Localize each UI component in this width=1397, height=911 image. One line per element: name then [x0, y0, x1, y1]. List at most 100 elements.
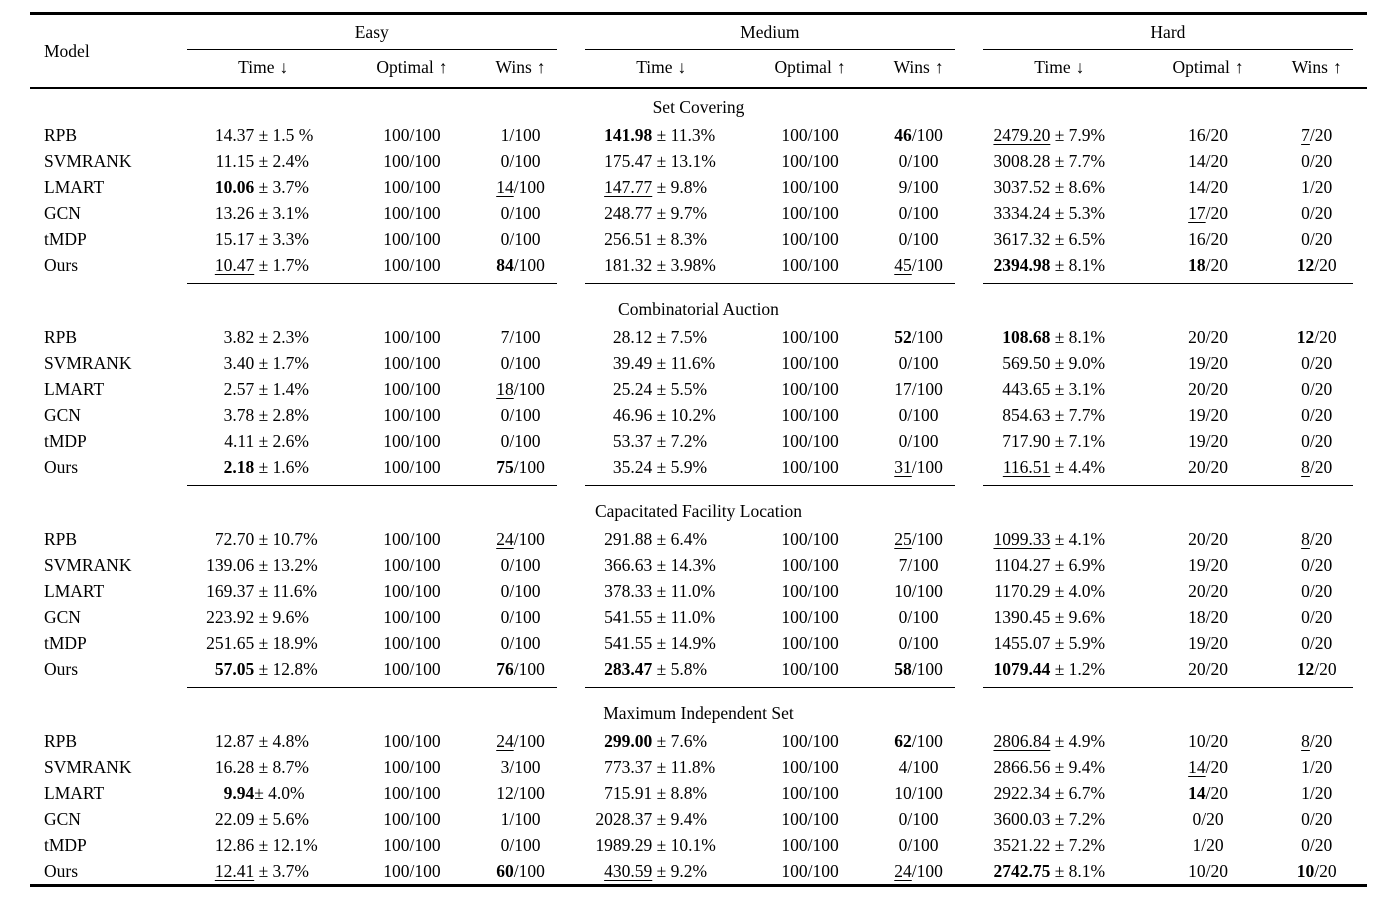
wins-cell-hard: 12/20	[1266, 656, 1367, 682]
time-measurement: 12.41 ± 3.7%	[190, 861, 336, 882]
wins-cell-easy: 0/100	[470, 226, 571, 252]
optimal-value: 100	[781, 834, 808, 855]
time-value: 16.28	[214, 756, 255, 777]
wins-denominator: /100	[513, 176, 545, 197]
wins-value: 3	[500, 756, 510, 777]
optimal-denominator: /20	[1205, 782, 1229, 803]
wins-value: 9	[898, 176, 908, 197]
metric-label: Optimal	[1172, 57, 1230, 77]
wins-value: 1	[1301, 756, 1310, 777]
optimal-cell-easy: 100/100	[354, 630, 471, 656]
wins-cell-medium: 46/100	[868, 122, 969, 148]
optimal-denominator: /100	[409, 606, 441, 627]
wins-value: 0	[500, 404, 510, 425]
metric-header-row: Time ↓ Optimal ↑ Wins ↑ Time ↓ Optimal ↑ Wins…	[30, 50, 1367, 89]
optimal-value: 20	[1188, 456, 1206, 477]
optimal-cell-medium: 100/100	[752, 604, 869, 630]
optimal-denominator: /20	[1205, 554, 1229, 575]
model-cell: LMART	[44, 782, 105, 803]
wins-denominator: /100	[509, 834, 541, 855]
time-uncertainty: ± 9.4%	[652, 808, 708, 829]
time-value: 116.51	[1002, 456, 1051, 477]
time-uncertainty: ± 3.7%	[254, 176, 310, 197]
wins-denominator: /100	[509, 150, 541, 171]
table-row: RPB 3.82 ± 2.3% 100/100 7/100 28.12 ± 7.5% 10…	[30, 324, 1367, 350]
time-uncertainty: ± 2.6%	[254, 430, 310, 451]
time-cell-medium: 541.55 ± 11.0%	[571, 604, 752, 630]
wins-cell-hard: 1/20	[1266, 174, 1367, 200]
time-measurement: 3.82 ± 2.3%	[190, 327, 336, 348]
wins-cell-medium: 0/100	[868, 806, 969, 832]
wins-value: 0	[500, 632, 510, 653]
optimal-denominator: /100	[807, 632, 839, 653]
wins-denominator: /100	[911, 658, 943, 679]
wins-value: 24	[496, 528, 514, 549]
time-measurement: 299.00 ± 7.6%	[588, 731, 734, 752]
optimal-value: 100	[383, 456, 410, 477]
wins-value: 1	[1301, 176, 1310, 197]
optimal-cell-easy: 100/100	[354, 252, 471, 278]
time-uncertainty: ± 11.6%	[652, 352, 716, 373]
time-measurement: 9.94 ± 4.0%	[190, 783, 336, 804]
time-cell-medium: 248.77 ± 9.7%	[571, 200, 752, 226]
wins-denominator: /20	[1309, 176, 1333, 197]
optimal-denominator: /100	[409, 658, 441, 679]
optimal-denominator: /100	[807, 834, 839, 855]
metric-header-optimal-medium: Optimal ↑	[751, 50, 869, 89]
optimal-cell-medium: 100/100	[752, 402, 869, 428]
optimal-value: 100	[781, 202, 808, 223]
wins-denominator: /20	[1309, 554, 1333, 575]
time-uncertainty: ± 7.2%	[652, 430, 708, 451]
optimal-cell-medium: 100/100	[752, 552, 869, 578]
optimal-denominator: /20	[1205, 176, 1229, 197]
wins-value: 0	[898, 834, 908, 855]
table-row: RPB 72.70 ± 10.7% 100/100 24/100 291.88 ± 6.…	[30, 526, 1367, 552]
optimal-denominator: /20	[1205, 150, 1229, 171]
section-title-row: Combinatorial Auction	[30, 291, 1367, 324]
time-cell-hard: 1104.27 ± 6.9%	[969, 552, 1150, 578]
time-uncertainty: ± 2.4%	[254, 150, 310, 171]
wins-value: 0	[500, 352, 510, 373]
optimal-denominator: /100	[807, 352, 839, 373]
time-cell-easy: 223.92 ± 9.6%	[173, 604, 354, 630]
wins-denominator: /20	[1309, 150, 1333, 171]
time-cell-medium: 773.37 ± 11.8%	[571, 754, 752, 780]
time-measurement: 256.51 ± 8.3%	[588, 229, 734, 250]
time-uncertainty: ± 8.3%	[652, 228, 708, 249]
difficulty-underline-row	[30, 47, 1367, 50]
optimal-cell-medium: 100/100	[752, 526, 869, 552]
model-cell: tMDP	[44, 632, 87, 653]
time-value: 22.09	[214, 808, 255, 829]
wins-denominator: /100	[907, 756, 939, 777]
time-uncertainty: ± 7.1%	[1050, 430, 1106, 451]
wins-value: 0	[898, 202, 908, 223]
time-cell-easy: 10.06 ± 3.7%	[173, 174, 354, 200]
wins-cell-easy: 1/100	[470, 122, 571, 148]
time-value: 57.05	[214, 658, 255, 679]
wins-cell-medium: 0/100	[868, 402, 969, 428]
optimal-denominator: /100	[807, 528, 839, 549]
wins-value: 4	[898, 756, 908, 777]
time-uncertainty: ± 7.2%	[1050, 808, 1106, 829]
optimal-value: 100	[383, 632, 410, 653]
time-value: 35.24	[612, 456, 653, 477]
optimal-value: 100	[383, 228, 410, 249]
time-cell-hard: 3008.28 ± 7.7%	[969, 148, 1150, 174]
table-row: tMDP 15.17 ± 3.3% 100/100 0/100 256.51 ± 8.3…	[30, 226, 1367, 252]
time-cell-hard: 1079.44 ± 1.2%	[969, 656, 1150, 682]
wins-value: 10	[894, 782, 912, 803]
optimal-denominator: /100	[807, 756, 839, 777]
time-cell-hard: 854.63 ± 7.7%	[969, 402, 1150, 428]
time-value: 39.49	[612, 352, 653, 373]
wins-denominator: /100	[911, 326, 943, 347]
wins-denominator: /100	[509, 430, 541, 451]
wins-value: 8	[1301, 456, 1310, 477]
time-measurement: 2866.56 ± 9.4%	[986, 757, 1132, 778]
wins-denominator: /20	[1309, 430, 1333, 451]
time-cell-hard: 569.50 ± 9.0%	[969, 350, 1150, 376]
time-measurement: 181.32 ± 3.98%	[588, 255, 734, 276]
optimal-value: 16	[1188, 228, 1206, 249]
time-uncertainty: ± 11.0%	[652, 606, 716, 627]
optimal-denominator: /20	[1205, 606, 1229, 627]
wins-denominator: /100	[513, 528, 545, 549]
